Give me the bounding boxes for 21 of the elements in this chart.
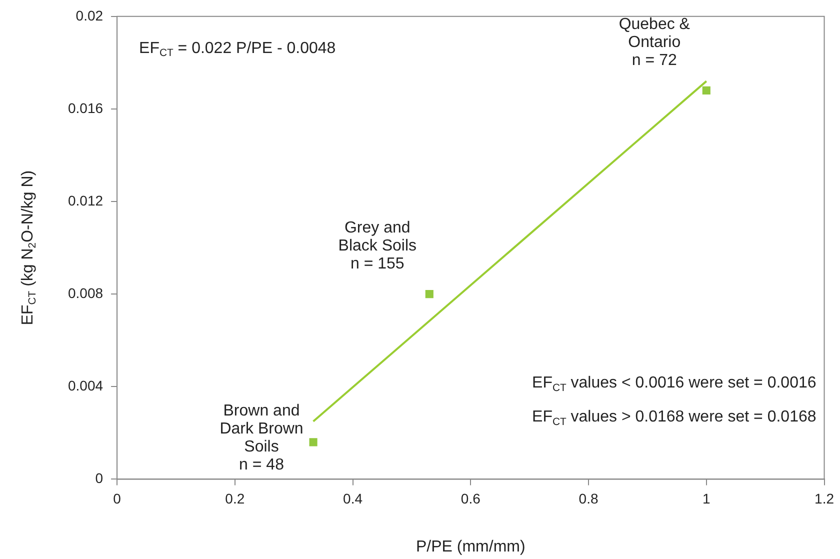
y-tick-label: 0.02 [76,7,104,24]
annotation: Grey and Black Soils n = 155 [338,219,417,272]
point [425,290,434,298]
y-tick-label: 0.016 [68,100,104,116]
annotation: Brown and Dark Brown Soils n = 48 [220,402,304,474]
x-tick-label: 0.4 [343,490,363,506]
y-tick-label: 0.004 [68,378,104,394]
point [309,438,318,446]
y-tick-label: 0.012 [68,192,104,208]
x-tick-label: 1 [702,490,710,506]
x-tick-label: 0.6 [460,490,481,506]
x-axis-title: P/PE (mm/mm) [416,538,526,556]
y-axis-title: EFCT (kg N2O-N/kg N) [19,170,39,326]
x-tick-label: 0.2 [225,490,245,506]
annotation: Quebec & Ontario n = 72 [618,16,690,69]
x-tick-label: 0.8 [578,490,598,506]
point [702,86,710,94]
x-tick-label: 0 [113,490,122,506]
x-tick-label: 1.2 [814,490,834,506]
y-tick-label: 0.008 [68,284,104,301]
y-tick-label: 0 [95,470,104,486]
